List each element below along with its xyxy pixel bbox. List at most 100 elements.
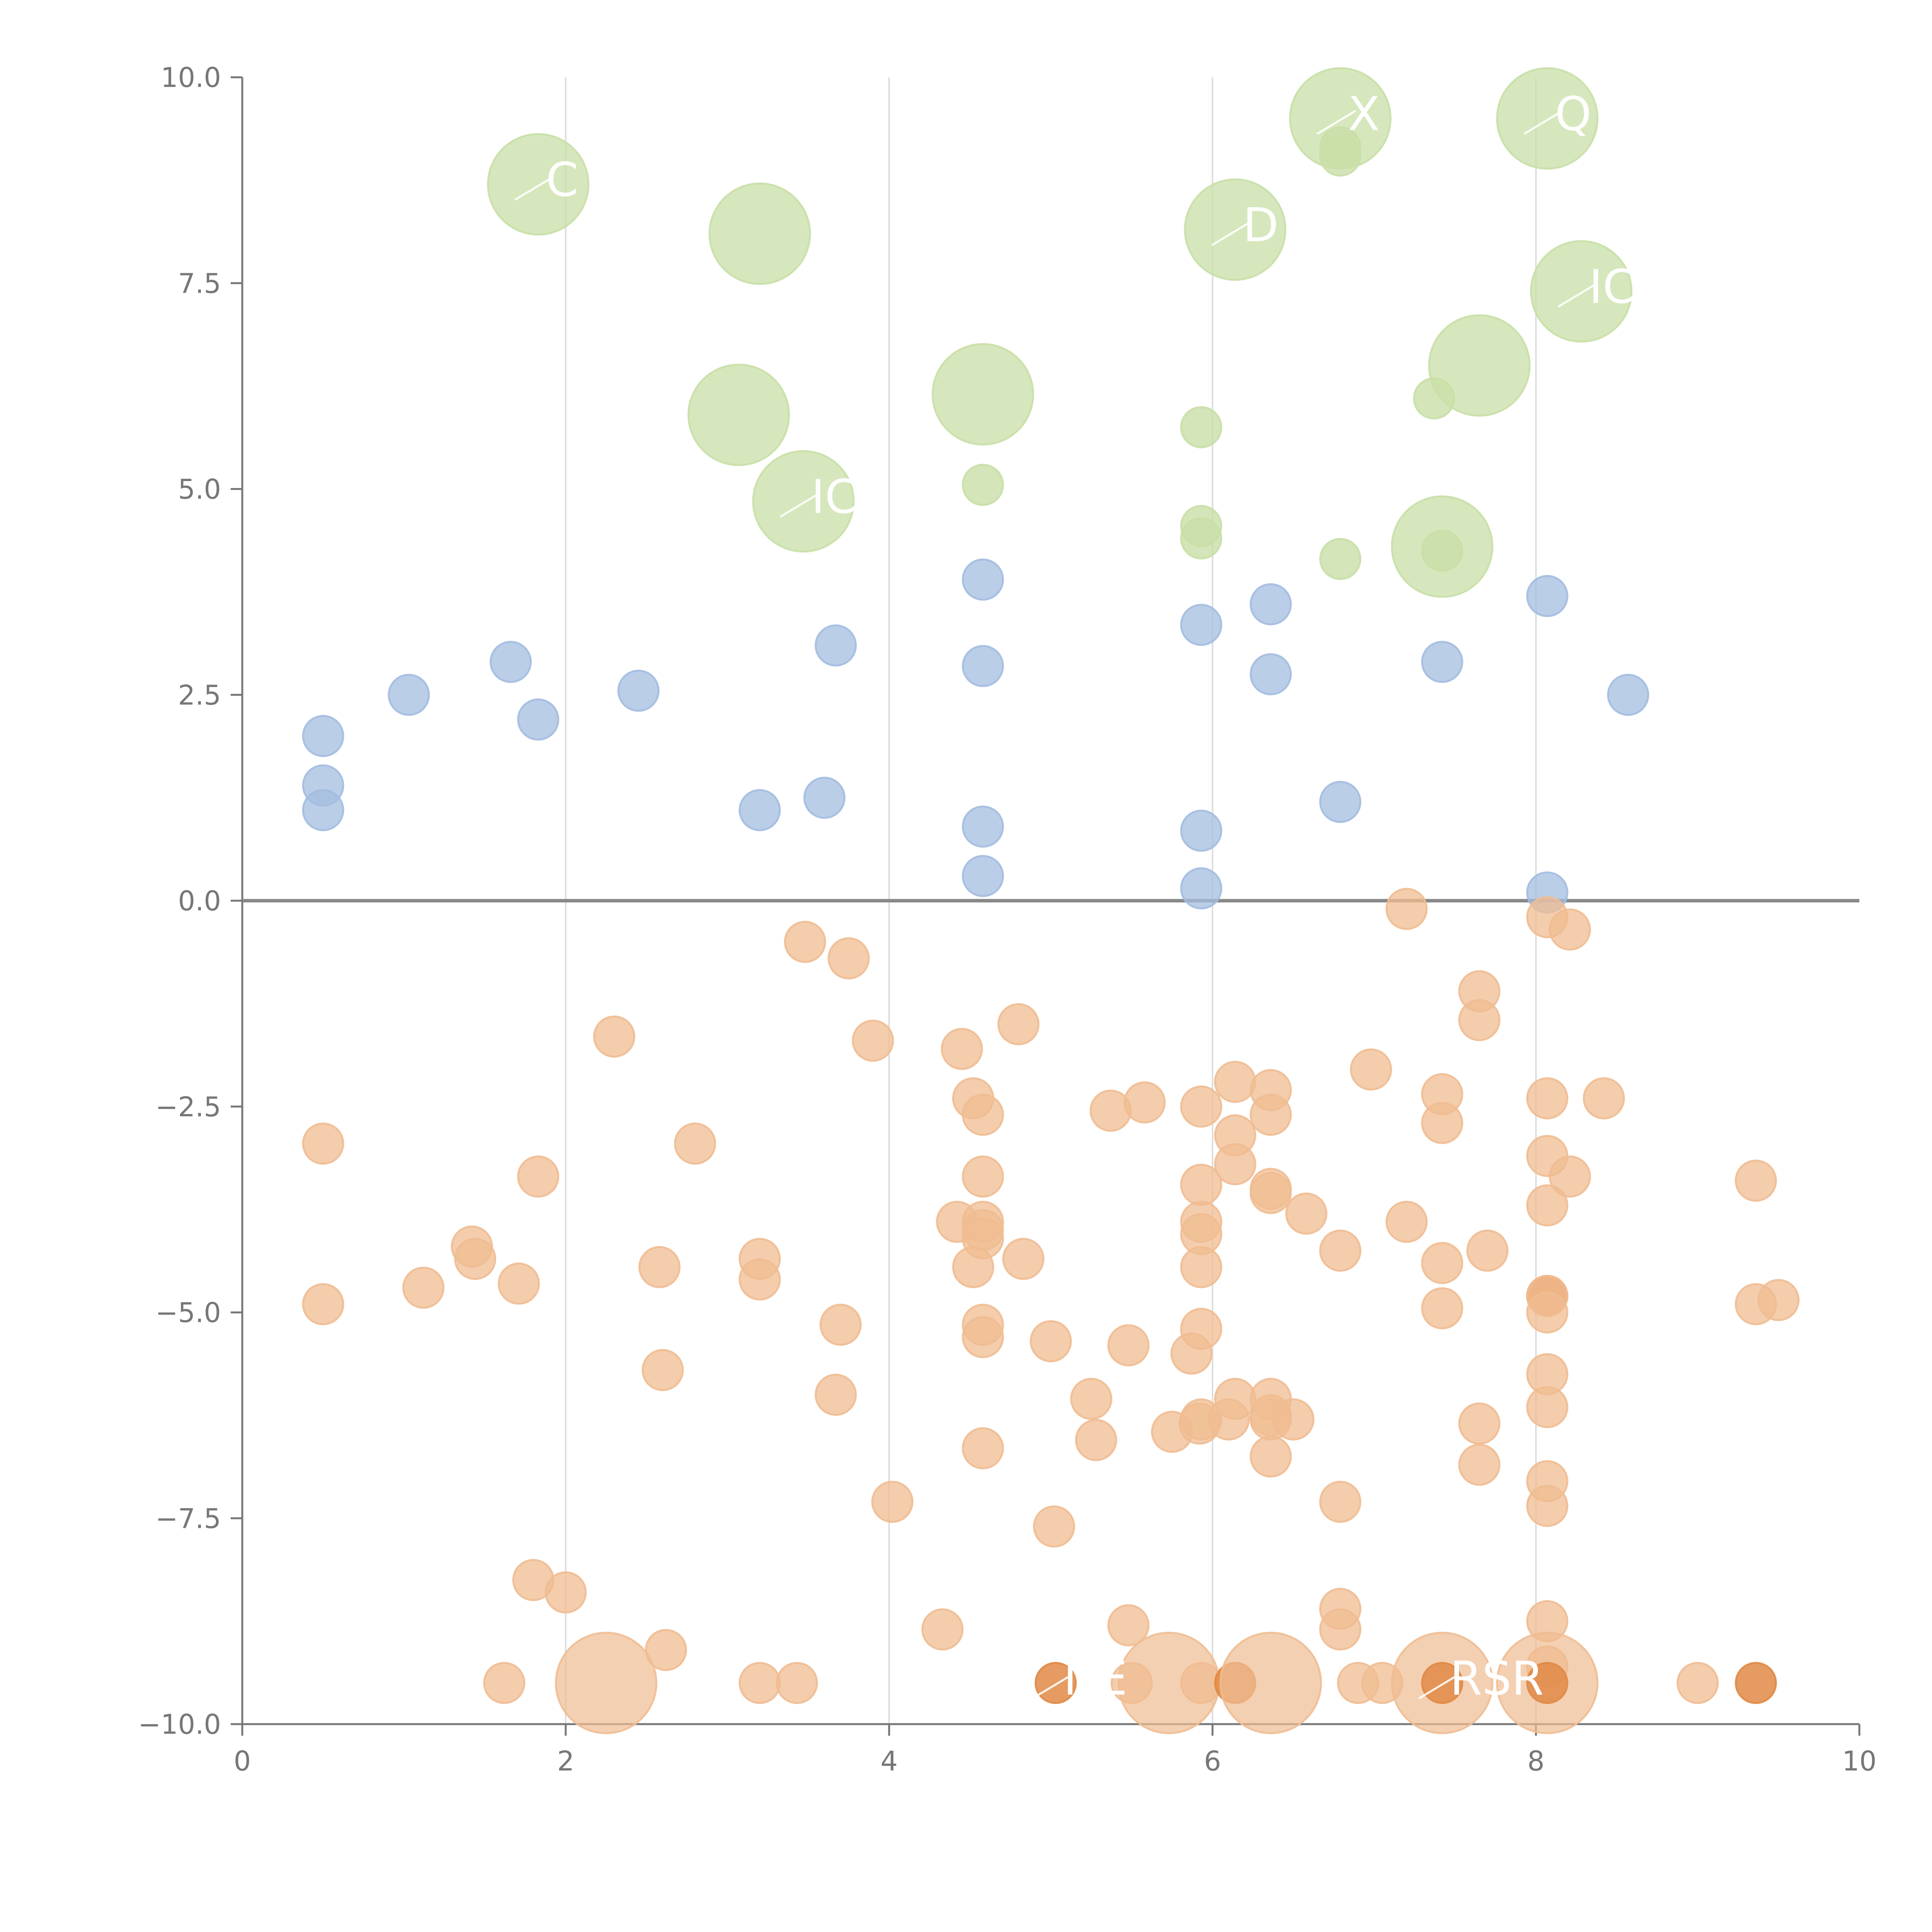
- x-tick-label: 8: [1527, 1745, 1545, 1777]
- annotation-label: D: [1243, 199, 1279, 252]
- blue-point: [1319, 781, 1362, 823]
- annotation-label: RSR: [1450, 1652, 1544, 1706]
- orange-point: [641, 1349, 684, 1391]
- orange-point: [1070, 1378, 1112, 1420]
- orange-point: [1272, 1398, 1315, 1441]
- orange-point: [921, 1608, 964, 1651]
- orange-point: [1421, 1662, 1463, 1704]
- orange-point: [1526, 1077, 1568, 1119]
- orange-point: [1526, 1386, 1568, 1429]
- blue-point: [1250, 583, 1292, 626]
- orange-point: [784, 921, 826, 963]
- orange-point: [852, 1019, 894, 1062]
- orange-point: [1350, 1048, 1392, 1091]
- green-point: [708, 182, 811, 285]
- orange-point: [498, 1262, 540, 1305]
- blue-point: [1180, 604, 1223, 646]
- orange-point: [1583, 1077, 1625, 1119]
- orange-point: [483, 1662, 526, 1704]
- annotation-leader: [1557, 282, 1597, 308]
- orange-point: [871, 1481, 913, 1523]
- green-point: [1496, 67, 1599, 170]
- orange-point: [1030, 1320, 1072, 1362]
- orange-point: [454, 1238, 497, 1280]
- annotation-leader: [514, 175, 554, 201]
- orange-point: [1214, 1143, 1257, 1185]
- annotation-leader: [1316, 110, 1356, 135]
- green-point: [1428, 314, 1531, 417]
- blue-point: [803, 777, 846, 819]
- orange-point: [1735, 1662, 1777, 1704]
- orange-point: [1526, 1662, 1568, 1704]
- orange-point: [1107, 1324, 1150, 1367]
- orange-point: [1180, 1308, 1223, 1350]
- orange-point: [1549, 1155, 1591, 1198]
- orange-point: [1549, 908, 1591, 951]
- orange-point: [1385, 888, 1428, 930]
- orange-point: [1214, 1378, 1257, 1420]
- blue-point: [962, 855, 1004, 897]
- orange-point: [1421, 1242, 1463, 1284]
- blue-point: [1421, 641, 1463, 683]
- y-tick-label: 2.5: [178, 679, 221, 711]
- green-point: [1319, 134, 1362, 177]
- y-tick-label: 5.0: [178, 474, 221, 505]
- orange-point: [1180, 1246, 1223, 1288]
- blue-point: [1180, 810, 1223, 852]
- green-point: [752, 450, 855, 553]
- orange-point: [1458, 999, 1501, 1041]
- orange-point: [1180, 1085, 1223, 1128]
- blue-point: [490, 641, 532, 683]
- annotation-leader: [779, 493, 820, 518]
- orange-point: [1458, 1402, 1501, 1445]
- orange-point: [517, 1155, 560, 1198]
- blue-point: [962, 805, 1004, 848]
- orange-point: [962, 1427, 1004, 1469]
- orange-point: [1677, 1662, 1719, 1704]
- green-point: [1421, 529, 1463, 572]
- blue-point: [517, 698, 560, 741]
- orange-point: [1034, 1662, 1077, 1704]
- orange-point: [1033, 1505, 1075, 1548]
- blue-point: [962, 645, 1004, 687]
- annotation-label: NE: [1063, 1652, 1128, 1706]
- orange-point: [302, 1283, 344, 1325]
- y-tick-label: 0.0: [178, 885, 221, 917]
- orange-point: [776, 1662, 818, 1704]
- orange-point: [1123, 1081, 1166, 1124]
- annotation-label: Q: [1555, 88, 1591, 141]
- annotation-leader: [1524, 110, 1563, 135]
- blue-point: [815, 624, 857, 667]
- orange-point: [997, 1003, 1040, 1046]
- green-point: [487, 133, 590, 236]
- annotation-label: IC: [811, 470, 857, 524]
- annotation-leader: [1418, 1674, 1458, 1699]
- blue-point: [1526, 575, 1568, 617]
- orange-point: [1385, 1201, 1428, 1243]
- x-tick-label: 0: [234, 1745, 251, 1777]
- annotation-label: C: [546, 153, 578, 207]
- orange-point: [1466, 1230, 1509, 1272]
- orange-point: [1285, 1192, 1328, 1235]
- orange-point: [1735, 1160, 1777, 1202]
- green-point: [1180, 517, 1223, 560]
- green-point: [687, 364, 790, 466]
- orange-point: [738, 1258, 781, 1301]
- orange-point: [1458, 1444, 1501, 1486]
- orange-point: [1214, 1061, 1257, 1103]
- blue-point: [1180, 867, 1223, 910]
- orange-point: [1526, 1485, 1568, 1527]
- y-tick-label: −7.5: [155, 1503, 221, 1534]
- orange-point: [1219, 1631, 1322, 1734]
- blue-point: [388, 673, 430, 716]
- annotation-leader: [1211, 221, 1251, 246]
- orange-point: [962, 1316, 1004, 1358]
- orange-point: [1250, 1094, 1292, 1136]
- orange-point: [1319, 1608, 1362, 1651]
- orange-point: [544, 1571, 587, 1614]
- x-tick-label: 6: [1204, 1745, 1221, 1777]
- y-tick-label: −10.0: [138, 1709, 221, 1740]
- axis-layer: 10.0 7.5 5.0 2.5 0.0 −2.5 −5.0 −7.5 −10.0 0 2 4 6 8 10: [138, 62, 1876, 1777]
